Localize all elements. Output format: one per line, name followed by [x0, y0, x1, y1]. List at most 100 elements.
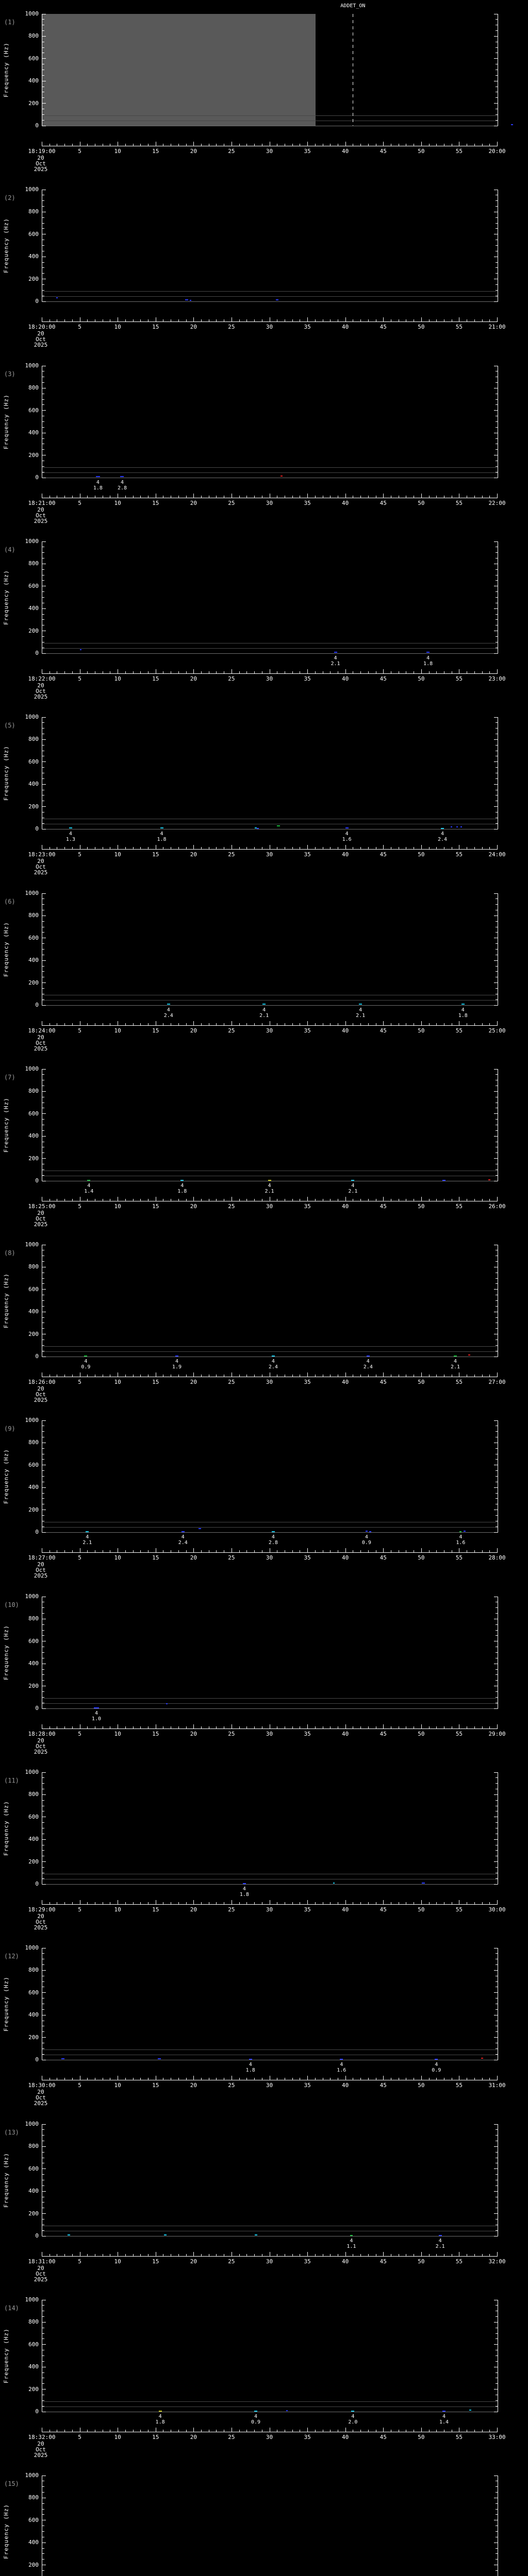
x-axis-tick: [140, 1902, 141, 1904]
y-axis-tick-label: 200: [28, 1330, 39, 1337]
event-marker: [254, 2410, 257, 2412]
x-axis-tick: [330, 1550, 331, 1552]
x-axis-tick: [360, 2254, 361, 2256]
event-marker: [333, 1883, 335, 1884]
plot-area: [42, 1069, 498, 1181]
x-axis-tick: [201, 144, 202, 146]
x-axis-tick: [482, 1199, 483, 1201]
x-axis-tick: [72, 2430, 73, 2432]
x-axis-tick: [360, 1902, 361, 1904]
x-axis-tick: [421, 494, 422, 498]
panel-index-label: (1): [4, 19, 15, 26]
x-axis-tick-label: 35: [304, 1906, 311, 1913]
date-label: 2025: [34, 166, 48, 173]
x-axis-tick: [489, 1902, 490, 1904]
x-axis-tick: [428, 1550, 430, 1552]
x-axis-tick-label: 35: [304, 2434, 311, 2441]
y-axis-tick-label: 600: [28, 1637, 39, 1645]
x-axis-tick: [497, 1724, 498, 1728]
y-axis-tick: [42, 1953, 44, 1954]
y-axis-tick: [42, 1493, 44, 1494]
y-axis-tick: [42, 2213, 46, 2214]
x-axis-tick: [178, 2254, 179, 2256]
y-axis-tick-label: 400: [28, 429, 39, 436]
spectrogram-panel: (11) Frequency (Hz) 0 200 400 600 800 1000 5 10 15…: [0, 1758, 528, 1935]
x-axis-tick: [246, 144, 248, 146]
y-axis-tick: [496, 1498, 498, 1499]
y-axis-tick: [496, 273, 498, 274]
reference-line: [42, 472, 498, 473]
y-axis-tick: [42, 2305, 44, 2306]
x-axis-tick: [178, 144, 179, 146]
x-axis-tick: [178, 2078, 179, 2080]
x-axis-tick: [216, 496, 217, 498]
spectrogram-panel: (2) Frequency (Hz) 0 200 400 600 800 1000 5 10 15 2…: [0, 176, 528, 352]
event-count-label: 4: [167, 1007, 170, 1013]
y-axis-tick: [496, 19, 498, 20]
y-axis-tick: [496, 2333, 498, 2334]
x-axis-tick: [125, 1375, 126, 1377]
event-marker: [461, 1004, 465, 1005]
y-axis-tick: [496, 217, 498, 218]
event-magnitude-label: 1.8: [93, 485, 103, 491]
y-axis-tick: [42, 382, 44, 383]
x-axis-tick: [330, 496, 331, 498]
event-magnitude-label: 1.8: [155, 2419, 165, 2425]
x-axis-tick-label: 45: [380, 1906, 387, 1913]
y-axis-tick: [496, 382, 498, 383]
y-axis-tick-label: 200: [28, 2561, 39, 2568]
x-axis-tick: [186, 1199, 187, 1201]
event-marker: [275, 299, 278, 300]
x-axis-tick: [64, 2254, 65, 2256]
y-axis-tick: [494, 1487, 498, 1488]
date-label: Oct: [36, 336, 46, 343]
reference-line: [42, 1703, 498, 1704]
x-axis-tick: [193, 317, 194, 321]
y-axis-tick: [42, 569, 44, 570]
x-axis-tick: [345, 1021, 346, 1025]
x-axis-tick: [178, 319, 179, 321]
x-axis-tick: [315, 847, 316, 849]
x-axis-tick: [315, 2078, 316, 2080]
y-axis-tick: [496, 1074, 498, 1075]
x-axis-tick: [345, 1548, 346, 1552]
x-axis-tick: [193, 1724, 194, 1728]
y-axis-tick-label: 0: [35, 2232, 39, 2239]
y-axis-tick: [494, 893, 498, 894]
y-axis-tick: [42, 1691, 44, 1692]
x-axis-tick: [87, 496, 88, 498]
x-axis-tick-label: 35: [304, 1554, 311, 1561]
x-axis-tick-label: 15: [152, 1554, 159, 1561]
y-axis-tick: [494, 1005, 498, 1006]
y-axis-tick: [496, 1283, 498, 1284]
x-axis-tick: [482, 2254, 483, 2256]
x-axis-tick: [421, 1548, 422, 1552]
y-axis-tick: [496, 2559, 498, 2560]
y-axis-tick: [42, 421, 44, 422]
y-axis-tick: [496, 200, 498, 201]
y-axis-tick: [494, 1091, 498, 1092]
x-axis-tick-label: 40: [342, 2082, 349, 2089]
x-axis-tick: [307, 142, 308, 146]
event-marker: [189, 300, 191, 301]
x-axis-tick-label: 5: [78, 500, 81, 506]
end-time-label: 30:00: [488, 1906, 506, 1913]
y-axis-tick: [496, 449, 498, 450]
y-axis-tick: [42, 1113, 46, 1114]
date-label: 2025: [34, 869, 48, 876]
x-axis-tick-label: 25: [228, 851, 235, 858]
x-axis-tick: [421, 1197, 422, 1201]
x-axis-tick-label: 30: [266, 2258, 273, 2265]
end-time-label: 28:00: [488, 1554, 506, 1561]
event-marker: [175, 1355, 178, 1357]
y-axis-tick: [496, 2031, 498, 2032]
x-axis-tick: [292, 319, 293, 321]
x-axis-tick: [497, 2076, 498, 2080]
x-axis-tick-label: 45: [380, 1203, 387, 1210]
x-axis-tick-label: 40: [342, 851, 349, 858]
date-label: Oct: [36, 512, 46, 519]
y-axis-tick: [494, 717, 498, 718]
y-axis-tick: [496, 223, 498, 224]
y-axis-tick: [496, 1953, 498, 1954]
x-axis-tick: [368, 671, 369, 673]
